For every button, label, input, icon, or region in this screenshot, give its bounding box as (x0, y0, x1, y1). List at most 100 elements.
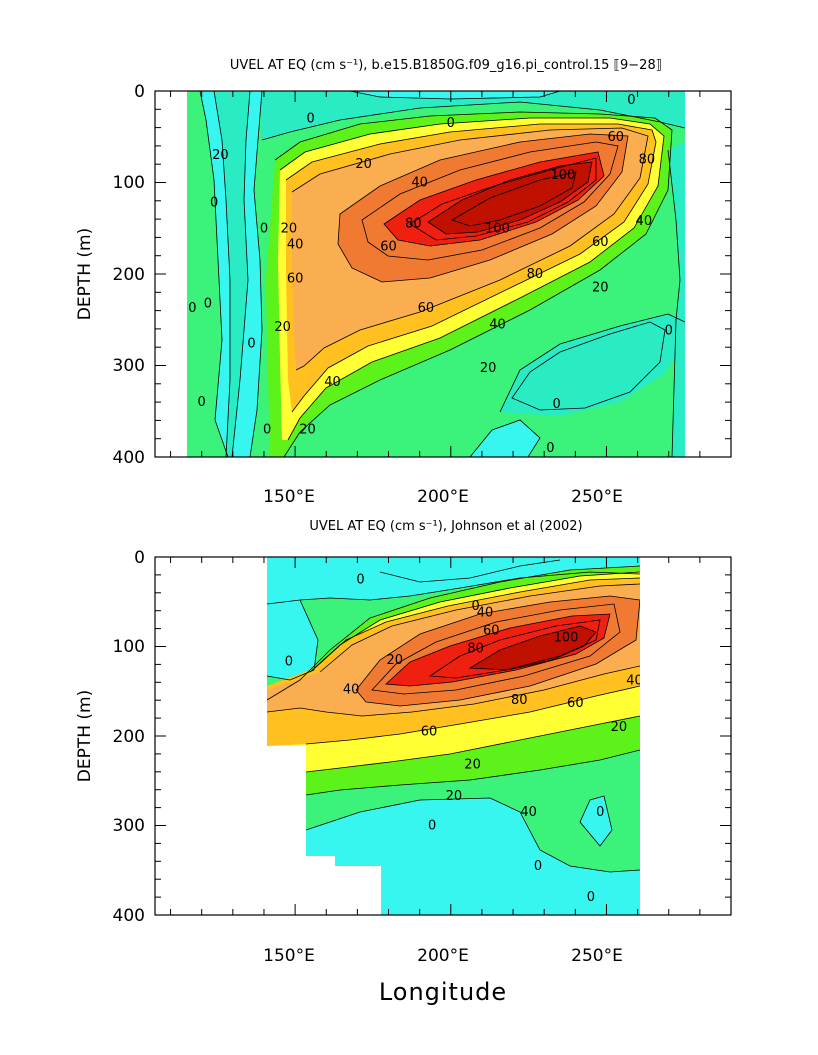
fill-cyan-top (350, 91, 560, 99)
contour-line (305, 685, 640, 745)
contour-label: 40 (324, 375, 341, 390)
y-tick-label: 0 (134, 548, 145, 568)
contour-label: 0 (534, 859, 542, 874)
contour-label: 100 (554, 631, 579, 646)
contour-label: 80 (405, 217, 422, 232)
fill-teal-band (262, 91, 685, 140)
contour-label: 60 (567, 696, 584, 711)
contour-line (451, 171, 577, 227)
fill-cyan-south (470, 420, 540, 457)
contour-label: 20 (281, 221, 298, 236)
fill-90 (470, 626, 596, 670)
contour-label: 0 (188, 301, 196, 316)
contour-lines (267, 559, 640, 873)
x-tick-label: 200°E (417, 487, 469, 507)
panel-observations: UVEL AT EQ (cm s⁻¹), Johnson et al (2002… (75, 519, 732, 1006)
contour-line (579, 795, 613, 847)
contour-line (305, 749, 640, 796)
contour-label: 0 (247, 337, 255, 352)
contour-label: 0 (210, 196, 218, 211)
contour-label: 60 (608, 130, 625, 145)
contour-label: 40 (489, 317, 506, 332)
y-tick-label: 300 (113, 356, 145, 376)
contour-label: 0 (587, 890, 595, 905)
contour-label: 0 (472, 599, 480, 614)
y-tick-label: 300 (113, 816, 145, 836)
contour-label: 60 (421, 725, 438, 740)
contour-label: 40 (477, 605, 494, 620)
fill-cyan-east (580, 796, 612, 846)
contour-label: 60 (380, 240, 397, 255)
contour-line (285, 123, 657, 413)
contour-line (469, 419, 541, 457)
contour-label: 40 (520, 805, 537, 820)
contour-line (361, 141, 619, 261)
contour-line (499, 313, 685, 413)
contour-line (267, 599, 319, 681)
contour-label: 0 (627, 93, 635, 108)
y-tick-label: 100 (113, 173, 145, 193)
contour-line (274, 111, 673, 457)
contour-label: 0 (553, 397, 561, 412)
x-tick-label: 150°E (263, 487, 315, 507)
contour-fill: 100 80 80 60 60 60 40 40 40 40 20 20 20 20 0 0 0 0 0 0 0 (267, 557, 640, 915)
contour-label: 0 (285, 655, 293, 670)
contour-line (409, 157, 597, 241)
contour-line (371, 603, 621, 695)
contour-label: 0 (665, 324, 673, 339)
contour-label: 40 (343, 682, 360, 697)
fill-cyan-northwest (267, 600, 318, 680)
contour-label: 40 (636, 214, 653, 229)
contour-label: 0 (263, 423, 271, 438)
contour-line (427, 161, 593, 235)
contour-line (428, 619, 601, 679)
y-tick-label: 0 (134, 82, 145, 102)
contour-line (279, 117, 665, 441)
contour-line (349, 91, 561, 100)
contour-label: 0 (260, 221, 268, 236)
contour-labels: 100 80 80 60 60 60 40 40 40 40 20 20 20 20 0 0 0 0 0 0 0 (285, 572, 640, 905)
contour-line (267, 565, 640, 701)
contour-line (667, 149, 681, 457)
contour-line (468, 625, 597, 671)
y-tick-label: 200 (113, 265, 145, 285)
x-tick-label: 200°E (417, 946, 469, 966)
fill-teal-east (500, 314, 685, 416)
contour-fill: 100 100 80 80 80 60 60 60 60 60 40 40 40 40 40 20 20 20 20… (187, 91, 701, 457)
contour-label: 0 (428, 819, 436, 834)
contour-label: 60 (287, 272, 304, 287)
contour-line (511, 321, 666, 411)
y-tick-label: 400 (113, 906, 145, 926)
contour-line (314, 577, 640, 669)
axis-ticks (155, 90, 732, 458)
contour-label: 0 (693, 359, 701, 374)
contour-label: 100 (550, 168, 575, 183)
contour-line (261, 101, 685, 141)
panel-model: UVEL AT EQ (cm s⁻¹), b.e15.B1850G.f09_g1… (75, 58, 732, 507)
contour-line (305, 797, 640, 873)
contour-line (267, 665, 640, 717)
contour-line (305, 715, 640, 773)
contour-label: 20 (274, 320, 291, 335)
contour-label: 40 (411, 176, 428, 191)
y-tick-label: 400 (113, 448, 145, 468)
contour-label: 100 (485, 221, 510, 236)
contour-line (337, 133, 629, 283)
contour-label: 60 (483, 623, 500, 638)
contour-label: 60 (592, 235, 609, 250)
contour-label: 80 (467, 641, 484, 656)
contour-line (249, 91, 263, 457)
contour-label: 20 (212, 148, 229, 163)
panel-title: UVEL AT EQ (cm s⁻¹), Johnson et al (2002… (309, 519, 582, 534)
x-tick-label: 250°E (571, 946, 623, 966)
contour-line (291, 127, 649, 371)
contour-label: 0 (447, 116, 455, 131)
x-tick-label: 250°E (571, 487, 623, 507)
contour-label: 60 (418, 301, 435, 316)
y-tick-label: 100 (113, 637, 145, 657)
contour-label: 0 (596, 805, 604, 820)
fill-100 (452, 172, 576, 226)
contour-label: 0 (546, 441, 554, 456)
contour-line (319, 583, 640, 673)
